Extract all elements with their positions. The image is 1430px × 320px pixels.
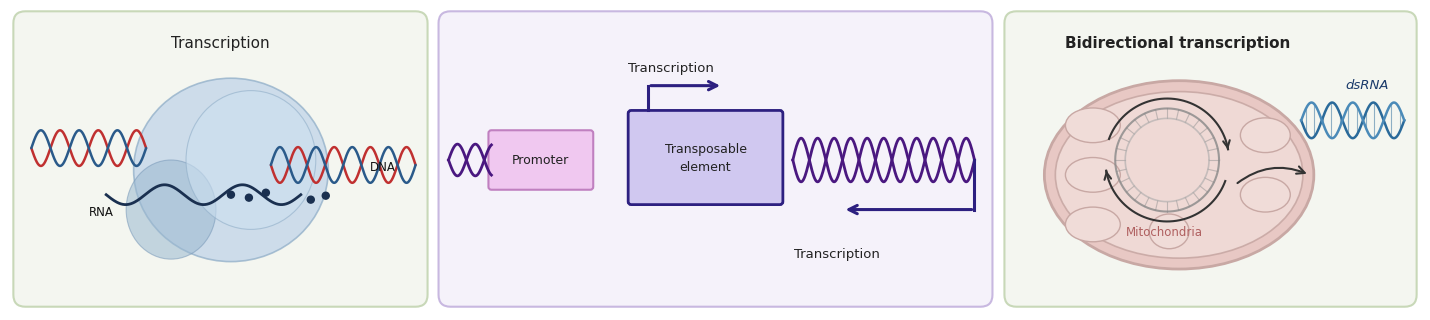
Ellipse shape [1055,92,1303,258]
Ellipse shape [1240,177,1290,212]
Text: Bidirectional transcription: Bidirectional transcription [1065,36,1290,51]
Text: DNA: DNA [370,161,396,174]
FancyBboxPatch shape [1004,11,1417,307]
Ellipse shape [1065,207,1120,242]
Text: Transcription: Transcription [795,248,881,261]
Ellipse shape [1065,108,1120,143]
Circle shape [307,196,315,203]
Ellipse shape [1065,157,1120,192]
Ellipse shape [126,160,216,259]
Text: Transcription: Transcription [628,62,714,75]
Text: RNA: RNA [89,206,113,219]
Text: dsRNA: dsRNA [1346,79,1389,92]
Ellipse shape [1150,214,1190,249]
Circle shape [262,189,269,196]
Circle shape [246,194,253,201]
Text: Transcription: Transcription [172,36,270,51]
Text: Mitochondria: Mitochondria [1125,226,1203,239]
Ellipse shape [186,91,316,229]
FancyBboxPatch shape [628,110,782,204]
Text: Transposable: Transposable [665,143,746,156]
Text: Promoter: Promoter [512,154,569,166]
Ellipse shape [1240,118,1290,153]
Ellipse shape [1044,81,1314,269]
FancyBboxPatch shape [13,11,428,307]
Ellipse shape [133,78,329,262]
Circle shape [322,192,329,199]
FancyBboxPatch shape [439,11,992,307]
Text: element: element [679,161,731,174]
Circle shape [227,191,235,198]
FancyBboxPatch shape [489,130,593,190]
